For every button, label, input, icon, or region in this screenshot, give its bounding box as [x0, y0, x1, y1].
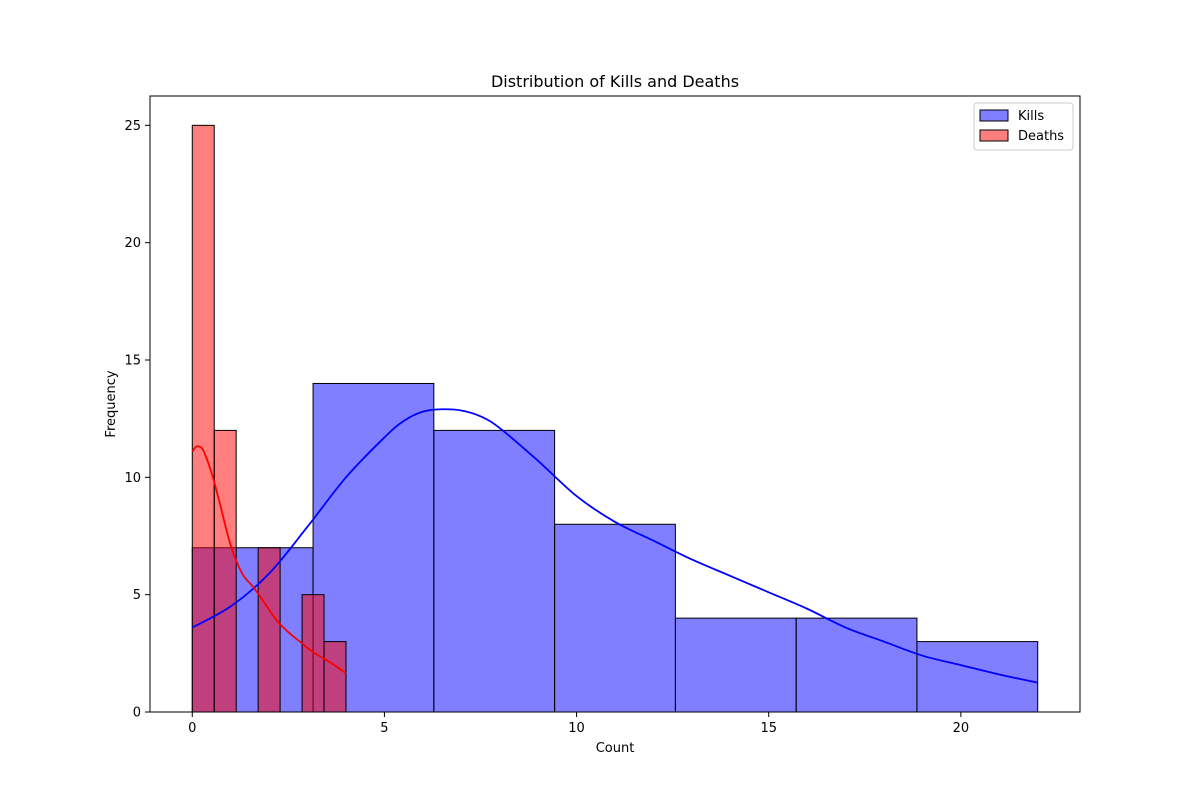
deaths-bar	[191, 124, 215, 713]
kills-bar	[916, 641, 1039, 713]
deaths-bar	[323, 641, 347, 713]
legend-swatch-deaths	[979, 129, 1009, 142]
x-tick-label: 15	[760, 721, 777, 736]
kills-bar	[554, 523, 676, 713]
legend-label-kills: Kills	[1018, 109, 1044, 124]
x-axis-label: Count	[596, 741, 635, 756]
series-kills-bars	[191, 382, 1039, 713]
kde-curves	[191, 408, 1038, 684]
y-tick-label: 20	[124, 236, 141, 251]
y-axis-label: Frequency	[104, 370, 119, 437]
x-tick-label: 10	[568, 721, 585, 736]
legend-swatch-kills	[979, 109, 1009, 122]
chart-title: Distribution of Kills and Deaths	[491, 72, 739, 91]
y-axis-ticks: 0 5 10 15 20 25	[124, 119, 150, 721]
x-tick-label: 20	[953, 721, 970, 736]
deaths-kde-line	[191, 445, 347, 675]
deaths-bar	[213, 429, 237, 713]
y-tick-label: 25	[124, 119, 141, 134]
y-tick-label: 5	[133, 588, 141, 603]
deaths-bar	[301, 594, 325, 713]
x-axis-ticks: 0 5 10 15 20	[188, 712, 969, 736]
x-tick-label: 0	[188, 721, 196, 736]
axes-frame	[149, 95, 1081, 713]
y-tick-label: 10	[124, 471, 141, 486]
x-tick-label: 5	[380, 721, 388, 736]
histogram-bars	[191, 124, 1039, 713]
legend: Kills Deaths	[973, 102, 1074, 151]
kills-bar	[433, 429, 556, 713]
kills-bar	[674, 617, 797, 713]
series-deaths-bars	[191, 124, 347, 713]
y-tick-label: 15	[124, 354, 141, 369]
y-tick-label: 0	[133, 706, 141, 721]
kills-kde-line	[191, 408, 1038, 684]
legend-label-deaths: Deaths	[1018, 129, 1064, 144]
